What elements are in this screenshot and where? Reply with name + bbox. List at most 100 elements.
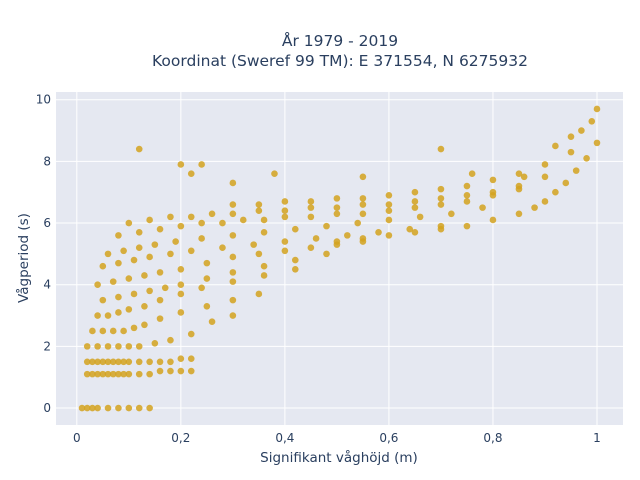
data-point xyxy=(99,262,107,270)
data-point xyxy=(437,225,445,233)
scatter-points xyxy=(78,105,601,412)
data-point xyxy=(130,324,138,332)
data-point xyxy=(120,370,127,378)
data-point xyxy=(146,287,153,295)
data-point xyxy=(375,228,382,236)
data-point xyxy=(203,259,211,267)
x-tick-label: 0,4 xyxy=(275,431,294,445)
data-point xyxy=(120,327,127,335)
data-point xyxy=(115,358,122,366)
data-point xyxy=(156,315,164,322)
data-point xyxy=(187,330,195,338)
data-point xyxy=(291,256,299,264)
data-point xyxy=(135,244,143,252)
data-point xyxy=(156,367,164,375)
data-point xyxy=(135,228,143,236)
data-point xyxy=(141,302,148,310)
data-point xyxy=(99,327,107,335)
x-tick-label: 0,6 xyxy=(379,431,398,445)
data-point xyxy=(489,216,497,224)
data-point xyxy=(255,201,263,208)
data-point xyxy=(312,235,320,242)
data-point xyxy=(99,370,107,378)
data-point xyxy=(229,278,237,285)
data-point xyxy=(104,404,112,412)
data-point xyxy=(187,213,195,221)
data-point xyxy=(156,269,164,276)
data-point xyxy=(239,216,247,224)
data-point xyxy=(281,247,289,255)
data-point xyxy=(89,370,96,378)
data-point xyxy=(359,173,367,181)
data-point xyxy=(593,105,601,113)
data-point xyxy=(120,358,127,366)
y-tick-label: 2 xyxy=(43,339,51,353)
x-tick-label: 1 xyxy=(593,431,601,445)
data-point xyxy=(104,343,112,350)
data-point xyxy=(572,167,580,174)
data-point xyxy=(167,250,174,258)
data-point xyxy=(385,216,393,224)
data-point xyxy=(115,404,122,412)
data-point xyxy=(146,404,153,412)
data-point xyxy=(260,228,268,236)
data-point xyxy=(198,284,205,292)
data-point xyxy=(515,210,523,218)
data-point xyxy=(104,358,112,366)
data-point xyxy=(552,142,559,150)
data-point xyxy=(89,404,96,412)
data-point xyxy=(198,161,205,168)
data-point xyxy=(177,222,185,230)
y-axis-title: Vågperiod (s) xyxy=(15,213,32,303)
data-point xyxy=(89,358,96,366)
data-point xyxy=(156,225,164,233)
data-point xyxy=(115,232,122,239)
data-point xyxy=(203,275,211,282)
data-point xyxy=(156,358,164,366)
data-point xyxy=(219,244,226,252)
data-point xyxy=(109,278,117,285)
data-point xyxy=(260,272,268,279)
data-point xyxy=(172,238,179,245)
data-point xyxy=(333,238,341,245)
data-point xyxy=(125,358,133,366)
data-point xyxy=(541,161,549,168)
data-point xyxy=(307,204,315,211)
data-point xyxy=(94,404,101,412)
data-point xyxy=(437,185,445,193)
data-point xyxy=(115,309,122,316)
chart-title-line1: År 1979 - 2019 xyxy=(282,31,398,50)
data-point xyxy=(94,370,101,378)
data-point xyxy=(411,204,419,211)
data-point xyxy=(135,358,143,366)
data-point xyxy=(115,370,122,378)
gridlines xyxy=(56,92,623,425)
data-point xyxy=(229,179,237,187)
data-point xyxy=(448,210,455,218)
data-point xyxy=(109,358,117,366)
data-point xyxy=(104,370,112,378)
x-axis-title: Signifikant våghöjd (m) xyxy=(260,449,418,466)
data-point xyxy=(463,182,471,190)
data-point xyxy=(229,232,237,239)
data-point xyxy=(359,195,367,202)
data-point xyxy=(385,191,393,199)
data-point xyxy=(219,219,226,227)
data-point xyxy=(177,161,185,168)
data-point xyxy=(323,250,330,258)
data-point xyxy=(125,219,133,227)
data-point xyxy=(161,284,169,292)
data-point xyxy=(115,293,122,301)
x-tick-labels: 0 0,2 0,4 0,6 0,8 1 xyxy=(73,431,601,445)
y-tick-labels: 0 2 4 6 8 10 xyxy=(36,93,51,415)
data-point xyxy=(203,302,211,310)
chart-title-line2: Koordinat (Sweref 99 TM): E 371554, N 62… xyxy=(152,52,528,70)
data-point xyxy=(156,296,164,304)
data-point xyxy=(187,355,195,363)
data-point xyxy=(271,170,278,178)
data-point xyxy=(468,170,476,178)
data-point xyxy=(520,173,528,181)
data-point xyxy=(177,290,185,298)
data-point xyxy=(260,262,268,270)
